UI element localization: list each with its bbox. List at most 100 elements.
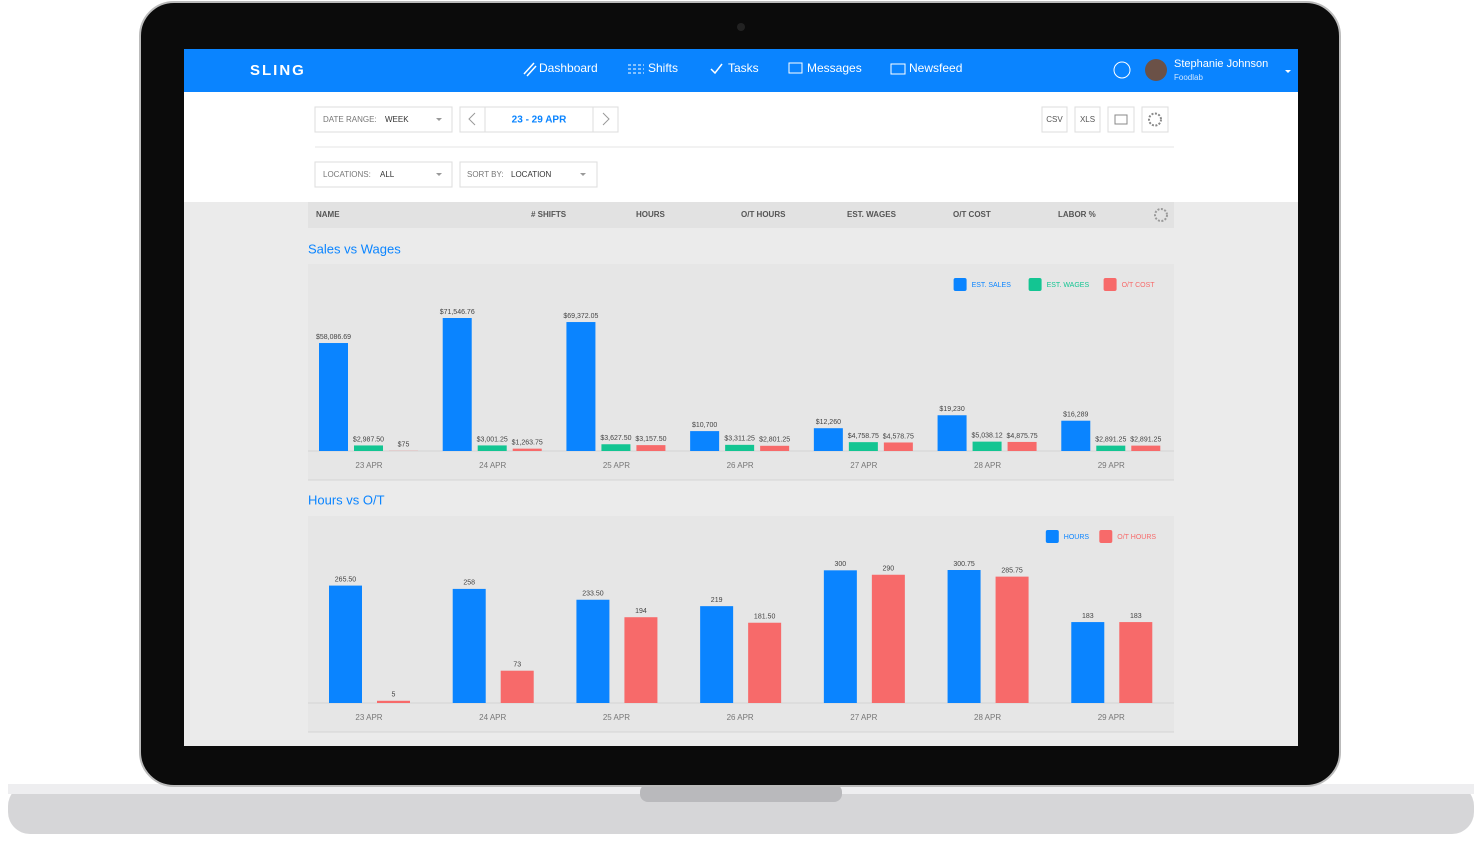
x-tick-label: 29 APR: [1098, 713, 1125, 722]
value-label: 183: [1130, 613, 1142, 620]
value-label: $16,289: [1063, 412, 1088, 419]
bar: [938, 415, 967, 451]
value-label: $71,546.76: [440, 309, 475, 316]
logo[interactable]: SLING: [250, 62, 306, 79]
x-tick-label: 24 APR: [479, 461, 506, 470]
bar: [1061, 421, 1090, 451]
settings-button[interactable]: [1142, 107, 1168, 132]
value-label: 219: [711, 597, 723, 604]
bar: [1071, 622, 1104, 703]
chart-area: [308, 516, 1174, 732]
legend-label: O/T HOURS: [1117, 534, 1156, 541]
nav-item[interactable]: Tasks: [728, 61, 759, 75]
bar: [329, 586, 362, 703]
user-name[interactable]: Stephanie Johnson: [1174, 58, 1268, 70]
x-tick-label: 23 APR: [355, 461, 382, 470]
bar: [377, 701, 410, 703]
csv-label: CSV: [1046, 115, 1063, 124]
print-button[interactable]: [1108, 107, 1134, 132]
bar: [996, 577, 1029, 703]
value-label: $2,891.25: [1130, 436, 1161, 443]
bar: [513, 449, 542, 451]
legend-label: HOURS: [1064, 534, 1090, 541]
value: LOCATION: [511, 170, 552, 179]
value-label: $2,891.25: [1095, 436, 1126, 443]
chart-title: Sales vs Wages: [308, 241, 401, 256]
value-label: $69,372.05: [563, 313, 598, 320]
column-header[interactable]: O/T HOURS: [741, 210, 786, 219]
chart-title: Hours vs O/T: [308, 492, 385, 507]
bar: [1008, 442, 1037, 451]
bar: [501, 671, 534, 703]
column-header[interactable]: HOURS: [636, 210, 666, 219]
column-header[interactable]: EST. WAGES: [847, 210, 897, 219]
x-tick-label: 25 APR: [603, 713, 630, 722]
value-label: $19,230: [939, 406, 964, 413]
bar: [566, 322, 595, 451]
bar: [443, 318, 472, 451]
legend-label: O/T COST: [1122, 282, 1156, 289]
nav-item[interactable]: Messages: [807, 61, 862, 75]
legend-swatch: [1029, 278, 1042, 291]
bar: [849, 442, 878, 451]
bar: [690, 431, 719, 451]
value-label: $4,578.75: [883, 433, 914, 440]
x-tick-label: 24 APR: [479, 713, 506, 722]
value-label: 300: [835, 561, 847, 568]
xls-label: XLS: [1080, 115, 1095, 124]
value-label: $12,260: [816, 419, 841, 426]
value-label: $3,001.25: [477, 436, 508, 443]
bar: [453, 589, 486, 703]
value-label: $10,700: [692, 422, 717, 429]
bar: [601, 444, 630, 451]
column-header[interactable]: NAME: [316, 210, 340, 219]
user-org: Foodlab: [1174, 73, 1203, 82]
value-label: 285.75: [1001, 567, 1023, 574]
x-tick-label: 25 APR: [603, 461, 630, 470]
label: LOCATIONS:: [323, 170, 371, 179]
value-label: 233.50: [582, 591, 604, 598]
legend-swatch: [954, 278, 967, 291]
value-label: $2,987.50: [353, 436, 384, 443]
x-tick-label: 27 APR: [850, 713, 877, 722]
column-header[interactable]: LABOR %: [1058, 210, 1096, 219]
value-label: 194: [635, 608, 647, 615]
bar: [478, 445, 507, 451]
value-label: 183: [1082, 613, 1094, 620]
camera: [737, 23, 745, 31]
value-label: 300.75: [953, 561, 975, 568]
label: DATE RANGE:: [323, 115, 377, 124]
value-label: $58,086.69: [316, 334, 351, 341]
bar: [725, 445, 754, 451]
nav-item[interactable]: Newsfeed: [909, 61, 962, 75]
nav-item[interactable]: Shifts: [648, 61, 678, 75]
value-label: $4,875.75: [1006, 433, 1037, 440]
bar: [948, 570, 981, 703]
value: WEEK: [385, 115, 409, 124]
value-label: 258: [463, 580, 475, 587]
column-header[interactable]: # SHIFTS: [531, 210, 567, 219]
bar: [576, 600, 609, 703]
legend-label: EST. SALES: [972, 282, 1012, 289]
x-tick-label: 28 APR: [974, 713, 1001, 722]
value-label: $4,758.75: [848, 433, 879, 440]
value-label: $75: [398, 442, 410, 449]
avatar[interactable]: [1145, 59, 1167, 81]
label: SORT BY:: [467, 170, 504, 179]
bar: [884, 442, 913, 451]
value-label: $5,038.12: [971, 432, 1002, 439]
value-label: $2,801.25: [759, 437, 790, 444]
legend-swatch: [1099, 530, 1112, 543]
bar: [319, 343, 348, 451]
value-label: 181.50: [754, 614, 776, 621]
period[interactable]: 23 - 29 APR: [512, 115, 567, 126]
bar: [760, 446, 789, 451]
column-header[interactable]: O/T COST: [953, 210, 991, 219]
value: ALL: [380, 170, 395, 179]
nav-item[interactable]: Dashboard: [539, 61, 598, 75]
value-label: $3,157.50: [635, 436, 666, 443]
legend-swatch: [1046, 530, 1059, 543]
value-label: 73: [513, 662, 521, 669]
